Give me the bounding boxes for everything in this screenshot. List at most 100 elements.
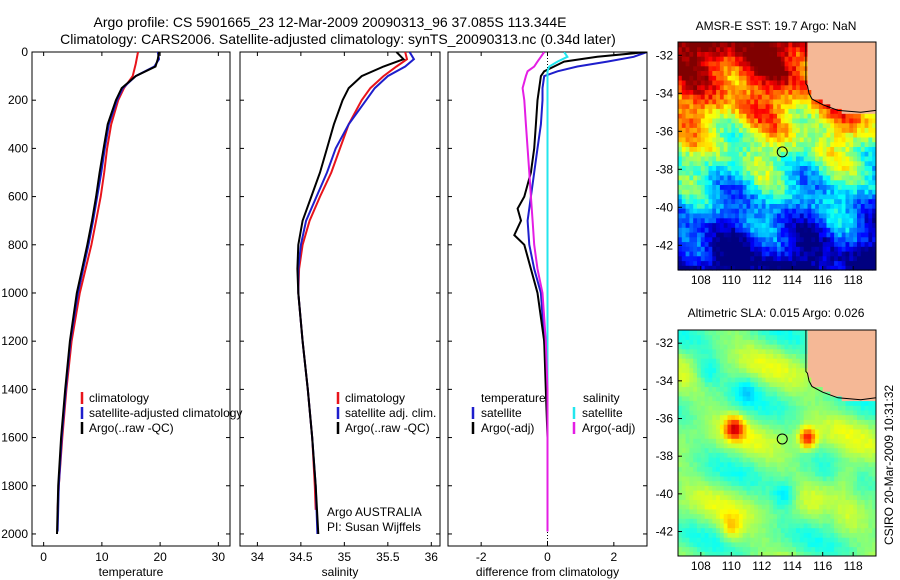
map-cell (826, 99, 831, 105)
map-cell (708, 179, 713, 185)
map-cell (685, 208, 690, 214)
map-cell (769, 518, 774, 524)
map-cell (841, 386, 846, 392)
map-cell (700, 265, 706, 271)
map-cell (818, 504, 824, 510)
map-cell (693, 485, 698, 491)
map-cell (773, 51, 778, 57)
map-cell (693, 179, 698, 185)
map-cell (708, 508, 713, 515)
map-cell (769, 551, 774, 557)
map-cell (792, 518, 797, 524)
map-cell (811, 381, 816, 387)
map-cell (830, 381, 835, 387)
map-cell (780, 424, 786, 430)
map-cell (853, 213, 858, 219)
map-cell (777, 518, 782, 524)
x-tick-label: 35 (338, 550, 352, 564)
map-cell (727, 344, 732, 350)
map-cell (708, 251, 713, 257)
map-cell (853, 194, 858, 200)
map-cell (815, 56, 820, 62)
map-cell (719, 118, 725, 124)
map-cell (700, 70, 706, 76)
map-cell (807, 541, 812, 548)
map-cell (697, 222, 702, 228)
map-cell (849, 198, 854, 204)
map-cell (693, 232, 698, 238)
map-cell (769, 372, 774, 378)
map-cell (697, 65, 702, 71)
map-cell (742, 513, 747, 519)
map-cell (826, 160, 831, 166)
y-tick-label: -36 (656, 124, 674, 138)
map-cell (807, 494, 812, 500)
map-cell (742, 61, 747, 67)
map-cell (830, 65, 835, 71)
map-cell (761, 141, 767, 147)
map-cell (746, 452, 751, 458)
map-cell (826, 213, 831, 219)
map-cell (830, 198, 835, 204)
map-cell (742, 494, 747, 500)
map-cell (719, 424, 725, 430)
map-cell (758, 395, 763, 402)
map-cell (746, 551, 751, 557)
map-cell (761, 348, 767, 354)
map-cell (845, 330, 850, 336)
map-cell (761, 490, 767, 496)
map-cell (681, 241, 687, 247)
map-cell (704, 490, 709, 496)
map-cell (754, 461, 759, 467)
map-cell (818, 391, 824, 397)
map-cell (807, 457, 812, 463)
map-cell (727, 443, 732, 449)
map-cell (857, 51, 862, 57)
map-cell (685, 499, 690, 505)
map-cell (697, 348, 702, 354)
map-cell (704, 372, 709, 378)
map-cell (758, 391, 763, 397)
map-cell (723, 438, 728, 444)
map-cell (826, 518, 831, 524)
map-cell (853, 70, 858, 76)
map-cell (826, 386, 831, 392)
map-cell (788, 165, 793, 171)
map-cell (837, 137, 843, 143)
map-cell (796, 527, 801, 533)
map-cell (758, 208, 763, 214)
map-cell (845, 410, 850, 416)
map-cell (731, 170, 736, 176)
map-cell (818, 165, 824, 171)
map-cell (853, 89, 858, 95)
map-cell (868, 165, 873, 171)
map-cell (735, 118, 740, 124)
map-cell (841, 377, 846, 383)
map-cell (761, 194, 767, 200)
map-cell (716, 499, 721, 505)
map-cell (723, 160, 728, 166)
map-cell (765, 353, 770, 359)
map-cell (868, 203, 873, 209)
map-cell (735, 410, 740, 416)
map-cell (769, 80, 774, 86)
map-cell (811, 363, 816, 369)
map-cell (754, 485, 759, 491)
map-cell (796, 490, 801, 496)
map-cell (712, 400, 717, 406)
map-cell (689, 541, 694, 548)
map-cell (693, 541, 698, 548)
map-cell (712, 141, 717, 147)
map-cell (830, 170, 835, 176)
map-cell (681, 175, 687, 181)
map-cell (845, 175, 850, 181)
map-cell (811, 175, 816, 181)
map-cell (780, 353, 786, 359)
map-cell (750, 330, 755, 336)
map-cell (799, 132, 805, 138)
map-cell (765, 391, 770, 397)
map-cell (826, 170, 831, 176)
map-cell (689, 438, 694, 444)
map-cell (837, 255, 843, 262)
map-cell (754, 452, 759, 458)
